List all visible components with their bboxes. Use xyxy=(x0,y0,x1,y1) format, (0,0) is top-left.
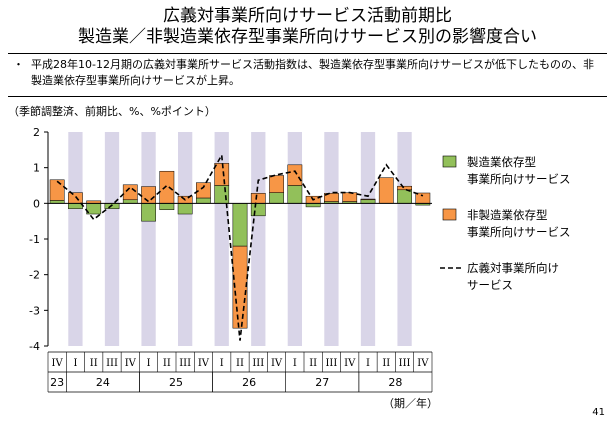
shade-band xyxy=(397,132,412,346)
bar-nonmanufacturing xyxy=(378,177,394,204)
shade-band xyxy=(178,132,193,346)
y-tick-label: 0 xyxy=(33,197,40,210)
x-axis-labels: IV I II III IV I II III IV I II III IV I II III IV I II III… xyxy=(47,351,438,410)
x-tick-label: II xyxy=(382,358,390,369)
bar-manufacturing xyxy=(232,203,248,247)
legend-label: 事業所向けサービス xyxy=(467,225,571,239)
y-tick-label: -3 xyxy=(29,304,40,317)
year-label: 26 xyxy=(242,376,256,389)
shade-band xyxy=(287,132,302,346)
y-tick-label: -2 xyxy=(29,269,40,282)
units-note: （季節調整済、前期比、%、%ポイント） xyxy=(8,105,216,118)
bar-nonmanufacturing xyxy=(287,164,303,186)
bar-manufacturing xyxy=(214,185,230,204)
x-tick-label: IV xyxy=(198,358,210,369)
bar-manufacturing xyxy=(305,203,321,208)
legend-label: サービス xyxy=(467,278,513,292)
x-tick-label: II xyxy=(309,358,317,369)
legend-label: 事業所向けサービス xyxy=(467,172,571,186)
y-tick-label: -1 xyxy=(29,233,40,246)
bar-nonmanufacturing xyxy=(324,193,339,202)
x-tick-label: II xyxy=(163,358,171,369)
x-tick-label: III xyxy=(399,358,411,369)
shade-band xyxy=(251,132,266,346)
shade-band xyxy=(324,132,339,346)
year-label: 28 xyxy=(388,376,402,389)
year-label: 27 xyxy=(315,376,329,389)
x-tick-label: I xyxy=(366,358,370,369)
chart-title-line2: 製造業／非製造業依存型事業所向けサービス別の影響度合い xyxy=(78,27,537,47)
bar-nonmanufacturing xyxy=(342,192,358,202)
y-tick-label: -4 xyxy=(29,340,40,353)
legend-label: 広義対事業所向け xyxy=(467,261,559,275)
year-label: 25 xyxy=(169,376,183,389)
x-tick-label: III xyxy=(106,358,118,369)
bar-manufacturing xyxy=(141,203,156,222)
bar-nonmanufacturing xyxy=(159,170,175,204)
axes: 2 1 0 -1 -2 -3 -4 xyxy=(29,126,432,353)
bar-manufacturing xyxy=(397,189,412,204)
bar-manufacturing xyxy=(269,192,284,204)
x-tick-label: IV xyxy=(125,358,137,369)
bar-nonmanufacturing xyxy=(196,182,211,199)
x-tick-label: II xyxy=(90,358,98,369)
bar-manufacturing xyxy=(177,203,193,215)
top-divider xyxy=(8,53,607,54)
legend-label: 製造業依存型 xyxy=(467,155,536,169)
bar-nonmanufacturing xyxy=(360,198,376,201)
bar-nonmanufacturing xyxy=(250,193,266,204)
legend-swatch-manufacturing xyxy=(442,155,457,168)
x-tick-label: IV xyxy=(52,358,64,369)
year-label: 24 xyxy=(96,376,110,389)
shade-band xyxy=(68,132,83,346)
x-tick-label: III xyxy=(179,358,191,369)
shaded-bands xyxy=(68,132,412,346)
x-tick-label: III xyxy=(325,358,337,369)
bar-manufacturing xyxy=(196,197,211,204)
bullet-mark: ・ xyxy=(13,58,24,71)
x-tick-label: I xyxy=(293,358,297,369)
y-tick-label: 1 xyxy=(33,162,40,175)
bar-nonmanufacturing xyxy=(122,184,138,201)
x-tick-label: IV xyxy=(417,358,429,369)
shade-band xyxy=(104,132,120,346)
summary-text: 平成28年10-12月期の広義対事業所サービス活動指数は、製造業依存型事業所向け… xyxy=(31,58,594,87)
period-unit-label: （期／年） xyxy=(383,396,438,410)
legend-label: 非製造業依存型 xyxy=(467,208,548,222)
x-tick-label: I xyxy=(147,358,151,369)
bar-nonmanufacturing xyxy=(214,163,230,186)
legend: 製造業依存型事業所向けサービス非製造業依存型事業所向けサービス広義対事業所向けサ… xyxy=(440,155,571,292)
bar-nonmanufacturing xyxy=(269,175,284,193)
bar-manufacturing xyxy=(360,199,376,204)
bar-nonmanufacturing xyxy=(49,179,65,201)
x-tick-label: III xyxy=(252,358,264,369)
bar-manufacturing xyxy=(68,203,83,209)
bar-nonmanufacturing xyxy=(68,192,83,204)
bar-manufacturing xyxy=(159,203,175,211)
x-tick-label: I xyxy=(220,358,224,369)
x-tick-label: II xyxy=(236,358,244,369)
total-line xyxy=(56,152,424,341)
series-line-total xyxy=(56,152,424,341)
bar-manufacturing xyxy=(287,185,303,204)
page-number: 41 xyxy=(592,407,605,418)
bar-manufacturing xyxy=(122,199,138,204)
chart-title-line1: 広義対事業所向けサービス活動前期比 xyxy=(163,6,452,26)
y-tick-label: 2 xyxy=(33,126,40,139)
bar-manufacturing xyxy=(250,203,266,217)
shade-band xyxy=(360,132,376,346)
x-tick-label: IV xyxy=(271,358,283,369)
bar-nonmanufacturing xyxy=(397,185,412,191)
x-tick-label: IV xyxy=(344,358,356,369)
bottom-divider xyxy=(8,96,607,97)
year-label: 23 xyxy=(50,376,64,389)
shade-band xyxy=(141,132,156,346)
legend-swatch-nonmanufacturing xyxy=(442,208,457,221)
x-tick-label: I xyxy=(73,358,77,369)
